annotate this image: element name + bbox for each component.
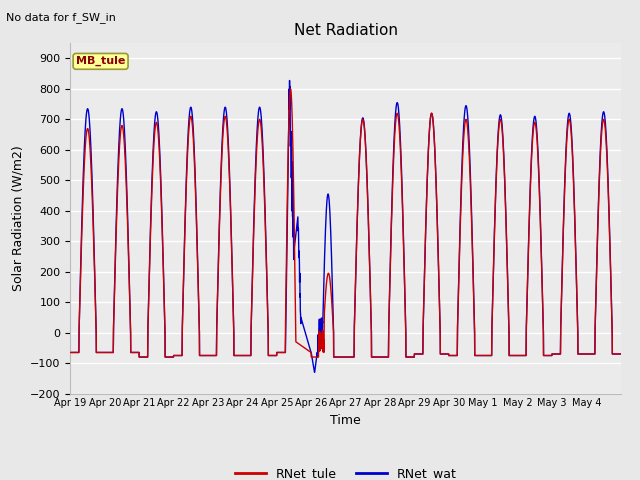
X-axis label: Time: Time xyxy=(330,414,361,427)
Legend: RNet_tule, RNet_wat: RNet_tule, RNet_wat xyxy=(230,462,461,480)
Line: RNet_wat: RNet_wat xyxy=(70,81,621,372)
RNet_tule xyxy=(617,351,625,357)
Line: RNet_tule: RNet_tule xyxy=(70,89,621,357)
RNet_tule xyxy=(161,354,169,360)
RNet_wat xyxy=(490,268,497,274)
RNet_wat xyxy=(161,354,169,360)
RNet_wat xyxy=(67,349,74,355)
RNet_tule xyxy=(423,196,431,202)
RNet_tule xyxy=(434,230,442,236)
Text: No data for f_SW_in: No data for f_SW_in xyxy=(6,12,116,23)
RNet_tule xyxy=(474,353,481,359)
Y-axis label: Solar Radiation (W/m2): Solar Radiation (W/m2) xyxy=(12,145,24,291)
Title: Net Radiation: Net Radiation xyxy=(294,23,397,38)
Text: MB_tule: MB_tule xyxy=(76,56,125,67)
RNet_wat xyxy=(285,78,293,84)
RNet_tule xyxy=(498,121,506,127)
RNet_tule xyxy=(67,349,74,355)
RNet_wat xyxy=(310,370,318,375)
RNet_wat xyxy=(434,230,442,236)
RNet_tule xyxy=(136,354,143,360)
RNet_wat xyxy=(498,117,506,122)
RNet_wat xyxy=(617,351,625,357)
RNet_wat xyxy=(423,196,431,202)
RNet_wat xyxy=(474,353,481,359)
RNet_tule xyxy=(287,86,294,92)
RNet_tule xyxy=(490,269,497,275)
